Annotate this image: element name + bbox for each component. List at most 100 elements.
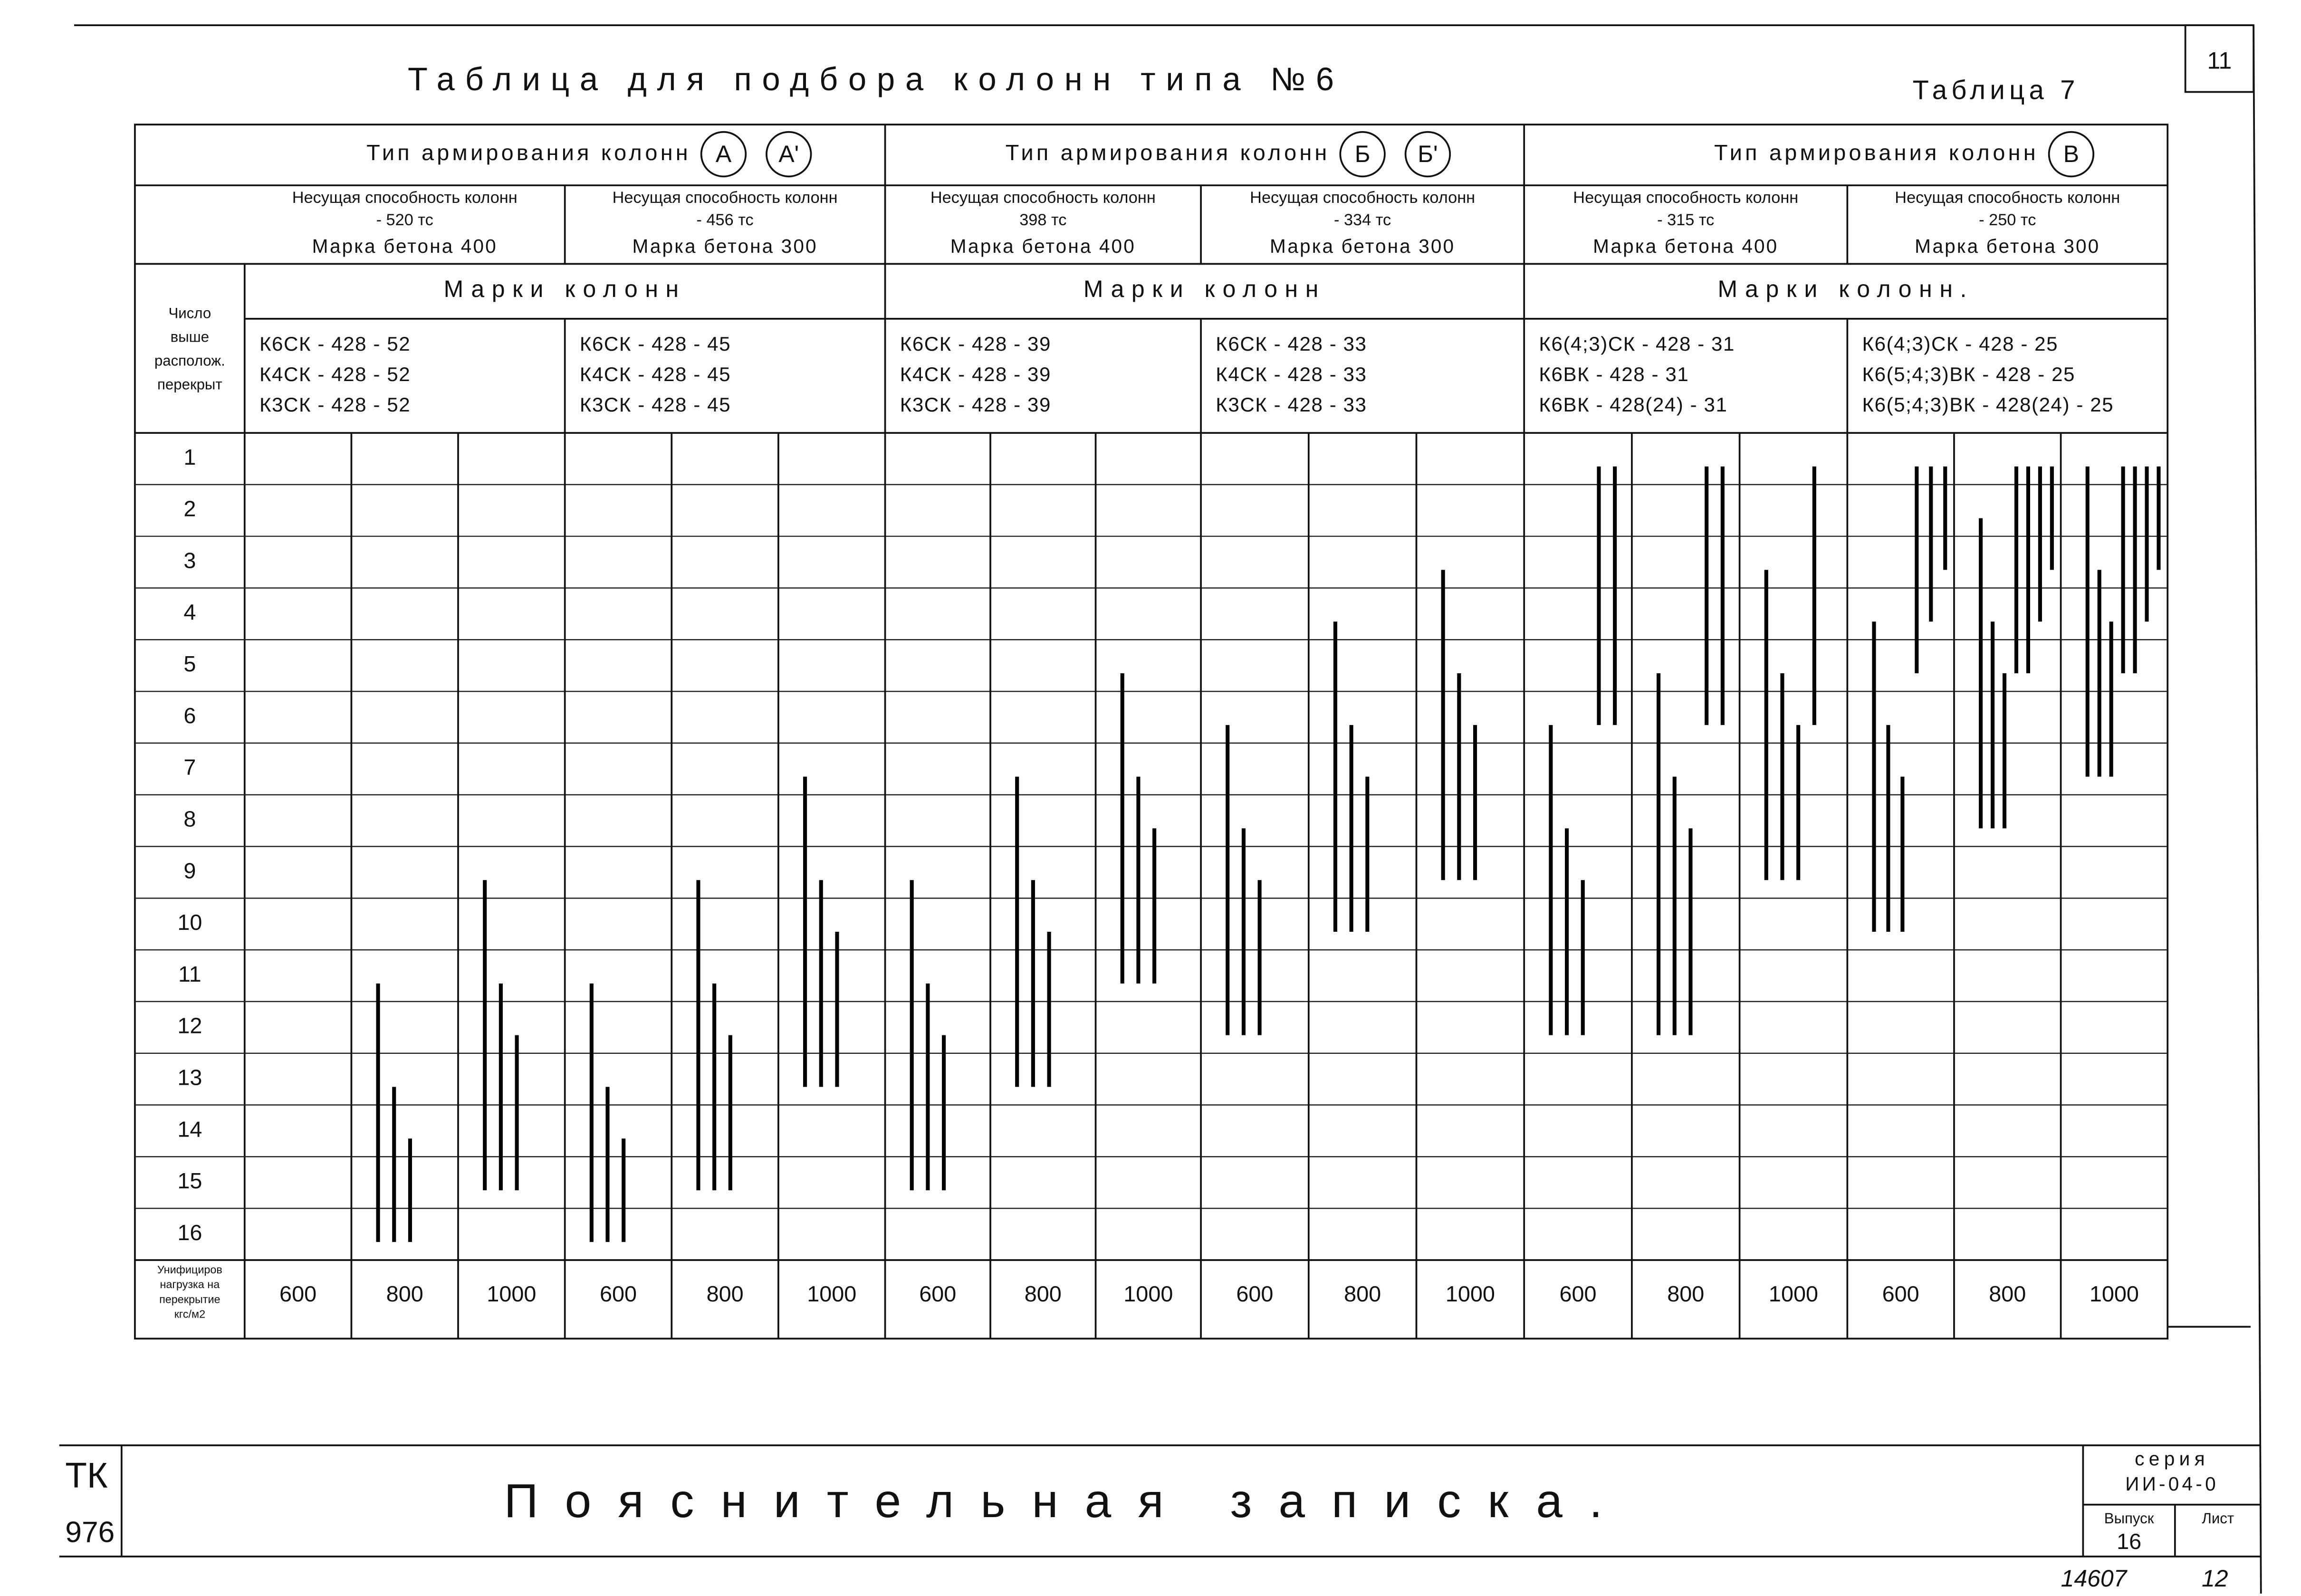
- load-value: 600: [279, 1281, 316, 1306]
- footer-code-number: 976: [65, 1516, 115, 1549]
- column-mark: К3СК - 428 - 45: [580, 393, 731, 416]
- floor-label: 5: [183, 651, 196, 676]
- mark-circle: [766, 131, 812, 178]
- column-mark: К6(4;3)СК - 428 - 25: [1862, 333, 2059, 355]
- sheet-number: 11: [2207, 47, 2232, 74]
- load-value: 800: [1667, 1281, 1704, 1306]
- concrete-grade: Марка бетона 300: [633, 235, 818, 257]
- sheet-label: Лист: [2202, 1510, 2234, 1527]
- load-header: перекрытие: [159, 1293, 220, 1305]
- column-mark: К4СК - 428 - 45: [580, 363, 731, 385]
- load-value: 600: [919, 1281, 956, 1306]
- floor-label: 1: [183, 445, 196, 469]
- column-mark: К6(5;4;3)ВК - 428 - 25: [1862, 363, 2076, 385]
- load-value: 800: [1989, 1281, 2026, 1306]
- capacity-label: Несущая способность колонн: [1250, 189, 1475, 207]
- group-title: Тип армирования колонн: [366, 140, 691, 165]
- load-value: 600: [1560, 1281, 1597, 1306]
- load-value: 800: [707, 1281, 744, 1306]
- mark-circle: [700, 131, 747, 178]
- floor-label: 15: [177, 1168, 202, 1193]
- circled-mark: Б': [1418, 141, 1438, 167]
- floor-label: 8: [183, 806, 196, 831]
- floor-label: 7: [183, 755, 196, 780]
- group-title: Тип армирования колонн: [1006, 140, 1330, 165]
- frame-line: [2253, 25, 2262, 1594]
- capacity: - 250 тс: [1979, 211, 2036, 229]
- capacity: - 315 тс: [1657, 211, 1714, 229]
- capacity: - 520 тс: [376, 211, 433, 229]
- load-header: нагрузка на: [160, 1278, 220, 1290]
- capacity-label: Несущая способность колонн: [930, 189, 1156, 207]
- concrete-grade: Марка бетона 400: [1593, 235, 1778, 257]
- column-mark: К6СК - 428 - 52: [259, 333, 411, 355]
- row-header: располож.: [154, 353, 225, 369]
- issue: 16: [2117, 1529, 2141, 1554]
- capacity-label: Несущая способность колонн: [613, 189, 838, 207]
- circled-mark: А: [716, 141, 732, 167]
- mark-circle: [2048, 131, 2095, 178]
- load-value: 1000: [1123, 1281, 1173, 1306]
- load-value: 800: [386, 1281, 423, 1306]
- row-header: Число: [168, 305, 211, 322]
- column-mark: К6ВК - 428 - 31: [1539, 363, 1689, 385]
- row-header: перекрыт: [157, 376, 222, 392]
- column-mark: К3СК - 428 - 33: [1216, 393, 1367, 416]
- sheet-number-box: [2184, 24, 2255, 93]
- column-mark: К6СК - 428 - 39: [900, 333, 1051, 355]
- load-value: 600: [1882, 1281, 1919, 1306]
- column-mark: К6СК - 428 - 45: [580, 333, 731, 355]
- column-mark: К6ВК - 428(24) - 31: [1539, 393, 1727, 416]
- load-value: 1000: [1446, 1281, 1495, 1306]
- concrete-grade: Марка бетона 400: [950, 235, 1136, 257]
- floor-label: 10: [177, 910, 202, 935]
- circled-mark: В: [2063, 141, 2079, 167]
- column-mark: К4СК - 428 - 33: [1216, 363, 1367, 385]
- concrete-grade: Марка бетона 300: [1915, 235, 2100, 257]
- load-value: 1000: [1769, 1281, 1818, 1306]
- footer-title: Пояснительная записка.: [504, 1475, 1629, 1528]
- column-mark: К4СК - 428 - 52: [259, 363, 411, 385]
- concrete-grade: Марка бетона 300: [1270, 235, 1455, 257]
- floor-label: 14: [177, 1117, 202, 1141]
- load-value: 1000: [2090, 1281, 2139, 1306]
- column-mark: К6(5;4;3)ВК - 428(24) - 25: [1862, 393, 2114, 416]
- column-mark: К3СК - 428 - 52: [259, 393, 411, 416]
- column-mark: К6(4;3)СК - 428 - 31: [1539, 333, 1735, 355]
- table-frame: [134, 124, 2169, 1340]
- concrete-grade: Марка бетона 400: [312, 235, 498, 257]
- title: Таблица для подбора колонн типа №6: [408, 61, 1344, 97]
- floor-label: 11: [178, 962, 201, 986]
- floor-label: 2: [183, 497, 196, 521]
- floor-label: 13: [177, 1065, 202, 1089]
- floor-label: 12: [177, 1013, 202, 1038]
- row-header: выше: [171, 329, 209, 345]
- load-value: 600: [600, 1281, 637, 1306]
- floor-label: 9: [183, 858, 196, 883]
- capacity-label: Несущая способность колонн: [292, 189, 518, 207]
- series-label: серия: [2135, 1448, 2209, 1470]
- capacity: 398 тс: [1019, 211, 1066, 229]
- issue-label: Выпуск: [2104, 1510, 2154, 1527]
- floor-label: 3: [183, 548, 196, 573]
- column-mark: К6СК - 428 - 33: [1216, 333, 1367, 355]
- page-number: 12: [2202, 1565, 2228, 1592]
- table-label: Таблица 7: [1913, 75, 2080, 105]
- load-value: 1000: [807, 1281, 856, 1306]
- group-title: Тип армирования колонн: [1714, 140, 2039, 165]
- marks-title: Марки колонн.: [1717, 276, 1974, 302]
- load-header: Унифициров: [157, 1263, 222, 1276]
- mark-circle: [1339, 131, 1386, 178]
- load-value: 800: [1025, 1281, 1062, 1306]
- floor-label: 16: [177, 1220, 202, 1245]
- floor-label: 6: [183, 703, 196, 728]
- marks-title: Марки колонн: [444, 276, 686, 302]
- circled-mark: А': [778, 141, 799, 167]
- mark-circle: [1404, 131, 1451, 178]
- load-value: 600: [1236, 1281, 1273, 1306]
- floor-label: 4: [183, 600, 196, 624]
- load-value: 800: [1344, 1281, 1381, 1306]
